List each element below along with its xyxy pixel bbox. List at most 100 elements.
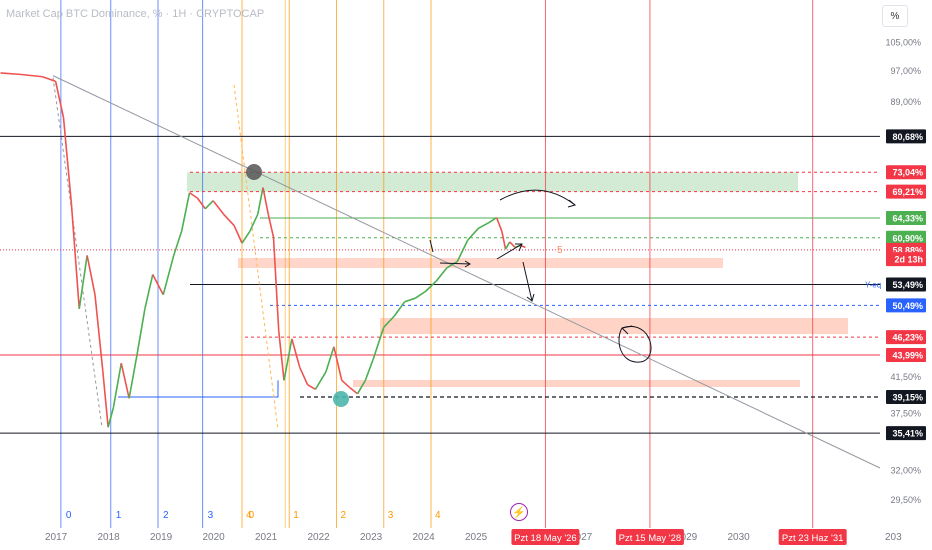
horizontal-lines-layer [0,135,880,434]
date-tag [778,529,847,545]
circle-arrow-head [621,325,633,335]
price-segment [501,231,507,250]
price-segment [78,255,88,309]
price-tag [886,347,926,362]
price-labels-layer: 80,68% 73,04% 69,21% 64,33% 60,90% 58,88%2d 1… [865,129,926,441]
down-arrow [522,261,535,302]
price-segment [233,225,243,244]
price-segment [456,239,469,262]
price-segment [196,197,206,210]
x-tick-label: 2024 [413,532,436,543]
price-segment [120,363,130,399]
price-segment [495,217,503,232]
price-segment [189,192,198,199]
x-tick-label: 2020 [203,532,226,543]
price-segment [136,308,146,356]
x-tick-label: 2017 [45,532,68,543]
x-tick-label: 2019 [150,532,173,543]
y-eq-label: Y-eq [865,281,881,290]
lightning-bolt-icon[interactable]: ⚡ [510,503,528,521]
blue-cycle-number: 3 [208,510,214,521]
price-tag-text: 69,21% [892,187,923,197]
price-segment [488,216,498,224]
y-axis: 105,00% 97,00% 89,00% 41,50% 37,50% 32,00% 29,… [885,37,921,505]
orange-zone-upper [238,258,723,268]
swing-low-marker [333,391,349,407]
price-tag [886,330,926,345]
price-segment [162,255,175,295]
price-tag [886,298,926,313]
arrow-head [567,199,577,208]
orange-cycle-number: 1 [293,510,299,521]
price-segment [364,358,375,381]
price-segment [249,213,259,232]
blue-cycle-number: 0 [66,510,72,521]
x-tick-label: 2030 [728,532,751,543]
price-tag-text: 60,90% [892,233,923,243]
y-tick-label: 105,00% [885,37,921,47]
price-segment [356,379,367,395]
x-tick-label: 2023 [360,532,383,543]
price-tag [886,165,926,180]
orange-cycle-number: 4 [435,510,441,521]
price-segment [325,346,335,372]
chart-title: Market Cap BTC Dominance, % · 1H · CRYPT… [6,8,265,20]
price-segment [504,241,511,250]
orange-cycle-number: 3 [388,510,394,521]
long-term-trendline [52,75,881,469]
orange-cycle-number: 4 [246,510,252,521]
price-segment [0,72,22,76]
x-axis: 2017 2018 2019 2020 2021 2022 2023 2024 2025 2027… [45,510,902,545]
price-segment [112,363,123,408]
orange-zone-lower [353,380,800,387]
y-tick-label: 97,00% [890,66,921,76]
date-tag-text: Pzt 15 May '28 [619,533,682,544]
tick-mark [429,239,434,253]
x-tick-label: 2022 [308,532,331,543]
orange-zone-middle [380,318,848,334]
price-segment [70,203,81,309]
price-segment [467,227,479,241]
target-circle [618,325,652,363]
price-tag-text: 35,41% [892,429,923,439]
zone-layer [187,172,848,387]
price-segment [223,213,235,227]
price-tag [886,230,926,245]
x-tick-label: 2027 [570,532,593,543]
x-tick-label: 2018 [98,532,121,543]
price-segment [86,255,96,295]
price-segment [152,274,164,296]
price-segment [341,379,351,389]
y-tick-label: 89,00% [890,97,921,107]
wave-5-label: 5 [557,245,563,256]
price-segment [333,346,343,381]
price-segment [204,200,214,210]
dashed-fall-line [233,84,279,431]
price-tag [886,426,926,441]
price-segment [435,267,448,282]
price-segment [241,230,251,244]
price-series-layer [0,72,526,428]
price-tag-text: 39,15% [892,393,923,403]
percent-scale-button[interactable]: % [882,5,908,27]
date-tag-text: Pzt 23 Haz '31 [782,533,844,544]
price-segment [307,384,316,390]
price-segment [172,231,183,256]
orange-cycle-number: 2 [341,510,347,521]
price-segment [102,371,109,428]
price-tag-text: 53,49% [892,280,923,290]
drawings-layer: 5 [246,164,652,407]
date-tag [511,529,580,545]
price-segment [54,81,65,118]
up-arrow [496,243,523,260]
dashed-fall-line [52,77,103,428]
price-tag [886,252,926,267]
price-segment [446,260,458,269]
swing-high-marker [246,164,262,180]
price-segment [425,280,437,292]
price-segment [477,221,490,230]
price-tag-text: 43,99% [892,350,923,360]
price-segment [180,192,191,232]
price-segment [267,214,275,238]
